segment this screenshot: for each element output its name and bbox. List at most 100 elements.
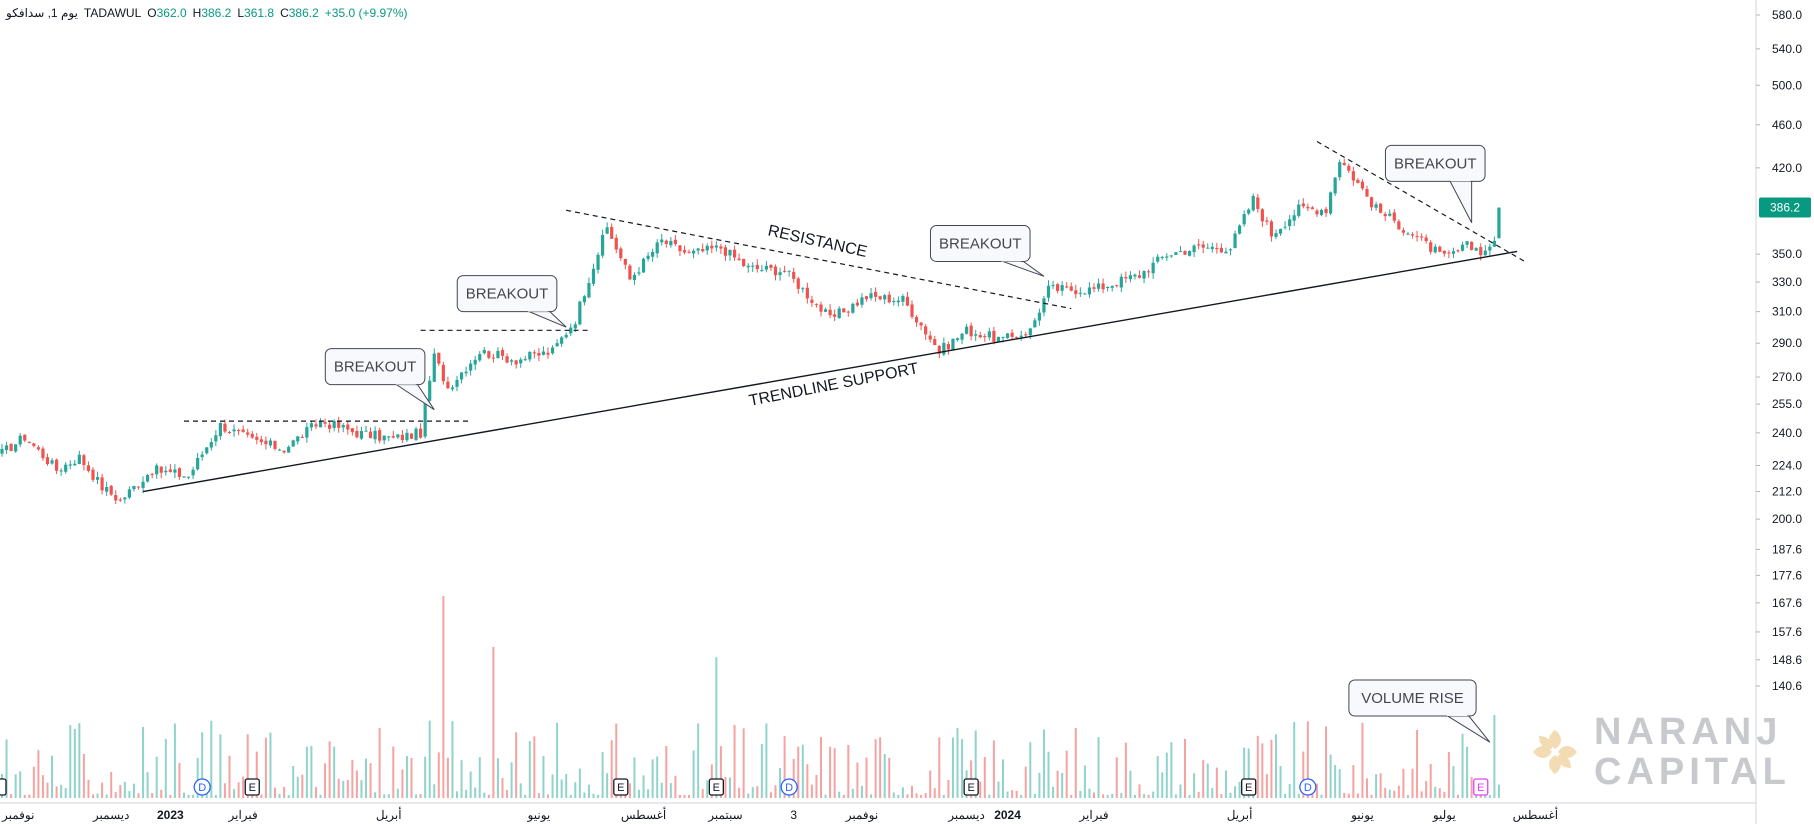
- volume-bar: [1106, 794, 1109, 798]
- candle-body: [441, 364, 445, 382]
- candle-body: [1183, 251, 1187, 255]
- candle-body: [1388, 213, 1392, 216]
- candle-body: [1238, 225, 1242, 234]
- volume-bar: [510, 762, 513, 798]
- candle-body: [1374, 204, 1378, 208]
- volume-bar: [815, 774, 818, 798]
- volume-bar: [419, 794, 422, 798]
- candle-body: [432, 353, 436, 382]
- candle-body: [901, 295, 905, 302]
- callout-label: VOLUME RISE: [1361, 690, 1464, 707]
- volume-bar: [164, 738, 167, 798]
- volume-bar: [1284, 793, 1287, 798]
- candle-body: [1292, 215, 1296, 221]
- earnings-marker-icon: [244, 778, 260, 796]
- volume-bar: [460, 760, 463, 798]
- volume-bar: [110, 771, 113, 798]
- candle-body: [942, 342, 946, 355]
- volume-bar: [1211, 788, 1214, 798]
- volume-bar: [651, 759, 654, 798]
- volume-bar: [897, 794, 900, 798]
- volume-bar: [1302, 751, 1305, 798]
- candle-body: [560, 337, 564, 344]
- candle-body: [287, 446, 291, 453]
- time-axis-label: ديسمبر: [947, 808, 985, 822]
- callout-pointer: [1448, 179, 1473, 223]
- candle-body: [246, 432, 250, 435]
- volume-bar: [314, 787, 317, 798]
- candle-body: [173, 469, 177, 473]
- volume-bar: [37, 750, 40, 798]
- candle-body: [1028, 328, 1032, 336]
- volume-bar: [756, 786, 759, 798]
- volume-bar: [547, 794, 549, 798]
- candle-body: [123, 497, 127, 500]
- volume-bar: [478, 757, 481, 798]
- candle-body: [696, 248, 700, 251]
- volume-bar: [1329, 754, 1332, 798]
- candle-body: [45, 457, 50, 465]
- volume-bar: [1361, 722, 1364, 798]
- candle-body: [646, 255, 650, 259]
- volume-bar: [628, 783, 631, 798]
- symbol-label: TADAWUL: [83, 6, 142, 20]
- volume-bar: [888, 757, 891, 798]
- candle-body: [546, 352, 550, 355]
- candle-body: [1460, 244, 1465, 251]
- volume-bar: [1188, 794, 1191, 798]
- volume-bar: [160, 789, 163, 798]
- volume-bar: [1343, 792, 1346, 798]
- candle-body: [391, 436, 395, 438]
- volume-bar: [1129, 770, 1132, 798]
- volume-bar: [865, 757, 868, 798]
- candle-body: [541, 351, 546, 355]
- volume-bar: [924, 792, 927, 798]
- candle-body: [191, 469, 195, 476]
- candle-body: [1319, 209, 1324, 216]
- candle-body: [1056, 284, 1060, 292]
- candle-body: [1465, 241, 1469, 245]
- candle-body: [637, 272, 641, 274]
- volume-bar: [183, 792, 185, 798]
- candle-body: [1087, 287, 1092, 295]
- candle-body: [842, 308, 846, 313]
- candle-body: [491, 357, 495, 359]
- candle-body: [651, 251, 655, 257]
- volume-bar: [19, 771, 22, 798]
- candle-body: [555, 343, 559, 347]
- candle-body: [82, 455, 86, 466]
- candle-body: [619, 248, 623, 259]
- candle-body: [1092, 287, 1096, 289]
- volume-bar: [64, 788, 67, 798]
- candle-body: [41, 448, 45, 459]
- volume-bar: [1484, 794, 1487, 798]
- candle-body: [1037, 312, 1041, 321]
- volume-bar: [597, 794, 600, 798]
- candle-body: [641, 258, 646, 273]
- candle-body: [787, 270, 791, 272]
- volume-bar: [1470, 777, 1473, 798]
- volume-bar: [911, 785, 913, 798]
- candle-body: [610, 226, 614, 239]
- candle-body: [1479, 247, 1483, 256]
- candle-body: [623, 258, 627, 265]
- volume-bar: [892, 792, 895, 798]
- candle-body: [983, 336, 987, 338]
- volume-bar: [1397, 785, 1400, 798]
- candle-body: [1219, 247, 1223, 253]
- volume-bar: [942, 794, 945, 798]
- volume-bar: [578, 768, 581, 798]
- volume-bar: [1393, 790, 1396, 798]
- candle-body: [742, 258, 746, 267]
- candle-body: [282, 450, 286, 453]
- volume-bar: [155, 756, 158, 798]
- candle-body: [227, 432, 232, 434]
- volume-bar: [1402, 768, 1405, 798]
- volume-bar: [114, 792, 117, 798]
- volume-bar: [797, 746, 800, 798]
- brand-name-line1: NARANJ: [1594, 711, 1783, 753]
- volume-bar: [123, 781, 126, 798]
- candle-body: [323, 421, 327, 424]
